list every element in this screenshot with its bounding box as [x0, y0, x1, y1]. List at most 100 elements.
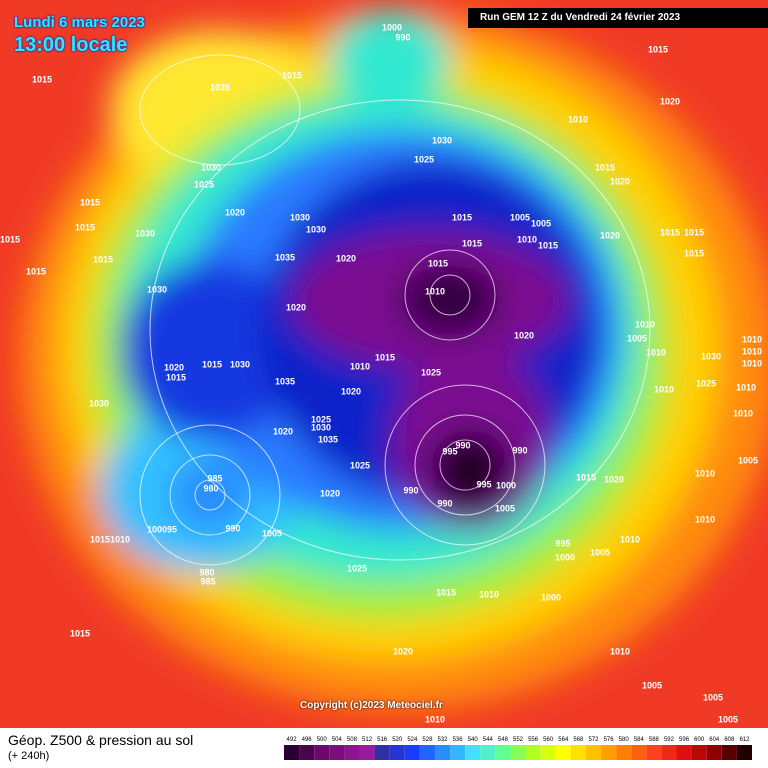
- scale-label: 548: [498, 737, 509, 743]
- pressure-label: 1015: [452, 212, 472, 222]
- scale-label: 580: [619, 737, 630, 743]
- pressure-label: 995: [555, 538, 570, 548]
- pressure-label: 995: [442, 446, 457, 456]
- pressure-label: 1015: [202, 359, 222, 369]
- pressure-label: 1020: [604, 474, 624, 484]
- pressure-label: 1005: [703, 692, 723, 702]
- scale-cell: [736, 745, 752, 760]
- scale-cell: [434, 745, 451, 760]
- scale-cell: [540, 745, 556, 760]
- scale-cell: [389, 745, 405, 760]
- pressure-label: 1020: [336, 253, 356, 263]
- pressure-label: 1005: [510, 212, 530, 222]
- pressure-label: 1020: [514, 330, 534, 340]
- pressure-label: 1000: [382, 22, 402, 32]
- pressure-label: 1010: [568, 114, 588, 124]
- pressure-label: 1010: [517, 234, 537, 244]
- pressure-label: 980: [203, 483, 218, 493]
- pressure-label: 1010: [610, 646, 630, 656]
- pressure-label: 1015: [684, 248, 704, 258]
- scale-label: 568: [573, 737, 584, 743]
- scale-cell: [314, 745, 330, 760]
- pressure-label: 1030: [306, 224, 326, 234]
- pressure-label: 1010: [425, 714, 445, 724]
- scale-label: 500: [317, 737, 328, 743]
- pressure-label: 1015: [32, 74, 52, 84]
- pressure-label: 1030: [89, 398, 109, 408]
- pressure-label: 1020: [341, 386, 361, 396]
- pressure-label: 1020: [660, 96, 680, 106]
- pressure-label: 10151010: [90, 534, 130, 544]
- pressure-label: 1015: [684, 227, 704, 237]
- scale-label: 572: [588, 737, 599, 743]
- scale-cell: [510, 745, 526, 760]
- pressure-label: 1015: [462, 238, 482, 248]
- pressure-label: 1010: [742, 346, 762, 356]
- scale-cell: [585, 745, 602, 760]
- scale-label: 512: [362, 737, 373, 743]
- scale-label: 520: [392, 737, 403, 743]
- scale-cell: [555, 745, 571, 760]
- scale-cell: [601, 745, 617, 760]
- scale-cell: [631, 745, 647, 760]
- scale-cell: [465, 745, 481, 760]
- scale-cell: [646, 745, 662, 760]
- pressure-label: 1015: [26, 266, 46, 276]
- scale-label: 604: [709, 737, 720, 743]
- pressure-label: 1010: [425, 286, 445, 296]
- pressure-labels: 1015103510009901015101510201010103010251…: [0, 22, 762, 724]
- pressure-label: 1010: [733, 408, 753, 418]
- pressure-label: 1015: [428, 258, 448, 268]
- scale-label: 536: [453, 737, 464, 743]
- pressure-label: 1035: [318, 434, 338, 444]
- pressure-label: 1015: [538, 240, 558, 250]
- pressure-label: 1030: [311, 422, 331, 432]
- pressure-label: 990: [455, 440, 470, 450]
- footer-title: Géop. Z500 & pression au sol: [8, 732, 194, 748]
- pressure-label: 1015: [660, 227, 680, 237]
- scale-cell: [419, 745, 435, 760]
- pressure-label: 1005: [531, 218, 551, 228]
- scale-label: 508: [347, 737, 358, 743]
- scale-cell: [616, 745, 632, 760]
- pressure-label: 1025: [414, 154, 434, 164]
- scale-label: 528: [422, 737, 433, 743]
- pressure-label: 1005: [642, 680, 662, 690]
- scale-cell: [359, 745, 375, 760]
- scale-label: 576: [604, 737, 615, 743]
- pressure-label: 1015: [576, 472, 596, 482]
- date: Lundi 6 mars 2023: [14, 14, 145, 31]
- pressure-label: 1015: [80, 197, 100, 207]
- pressure-label: 1005: [495, 503, 515, 513]
- scale-cell: [299, 745, 315, 760]
- scale-label: 516: [377, 737, 388, 743]
- pressure-label: 1005: [262, 528, 282, 538]
- pressure-label: 1015: [282, 70, 302, 80]
- scale-label: 556: [528, 737, 539, 743]
- pressure-label: 1000: [555, 552, 575, 562]
- scale-label: 564: [558, 737, 569, 743]
- pressure-label: 1025: [350, 460, 370, 470]
- scale-cell: [706, 745, 722, 760]
- pressure-label: 1025: [311, 414, 331, 424]
- pressure-label: 990: [403, 485, 418, 495]
- scale-label: 596: [679, 737, 690, 743]
- pressure-label: 1020: [225, 207, 245, 217]
- pressure-label: 1015: [436, 587, 456, 597]
- time: 13:00 locale: [14, 34, 128, 56]
- pressure-label: 1005: [738, 455, 758, 465]
- scale-label: 496: [302, 737, 313, 743]
- scale-label: 540: [468, 737, 479, 743]
- scale-cell: [495, 745, 511, 760]
- pressure-label: 1000: [496, 480, 516, 490]
- scale-cell: [404, 745, 420, 760]
- pressure-label: 1010: [736, 382, 756, 392]
- pressure-label: 990: [437, 498, 452, 508]
- scale-label: 492: [287, 737, 298, 743]
- scale-label: 544: [483, 737, 494, 743]
- scale-label: 560: [543, 737, 554, 743]
- pressure-label: 1025: [696, 378, 716, 388]
- scale-label: 612: [739, 737, 750, 743]
- pressure-label: 1010: [742, 358, 762, 368]
- pressure-label: 1025: [194, 179, 214, 189]
